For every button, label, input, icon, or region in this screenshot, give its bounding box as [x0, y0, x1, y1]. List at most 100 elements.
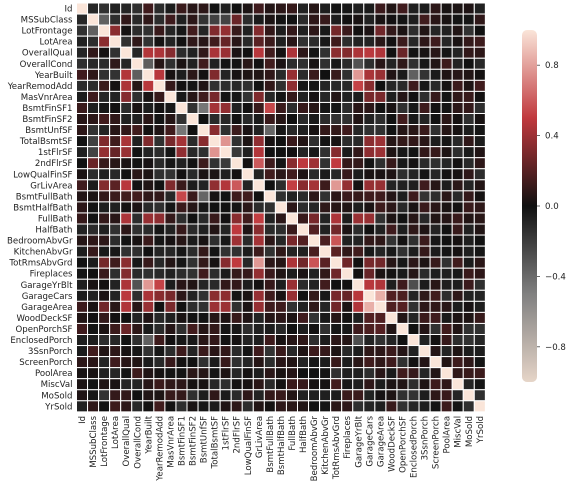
heatmap-cell: [407, 68, 420, 81]
heatmap-cell: [164, 79, 177, 92]
heatmap-cell: [429, 68, 442, 81]
heatmap-cell: [87, 223, 100, 236]
heatmap-cell: [363, 190, 376, 203]
heatmap-cell: [208, 322, 221, 336]
heatmap-cell: [363, 113, 376, 126]
heatmap-cell: [374, 146, 387, 159]
heatmap-cell: [374, 135, 387, 148]
heatmap-cell: [230, 389, 243, 402]
heatmap-cell: [285, 334, 299, 347]
heatmap-cell: [109, 367, 122, 380]
heatmap-cell: [219, 168, 232, 181]
heatmap-cell: [175, 256, 188, 269]
y-tick-label: TotRmsAbvGrd: [8, 259, 72, 269]
heatmap-cell: [208, 190, 221, 203]
heatmap-cell: [407, 300, 420, 313]
heatmap-cell: [308, 223, 321, 236]
heatmap-cell: [230, 256, 243, 269]
heatmap-cell: [285, 300, 299, 313]
heatmap-cell: [98, 345, 111, 358]
heatmap-cell: [462, 146, 475, 159]
heatmap-cell: [197, 289, 210, 302]
heatmap-cell: [197, 101, 210, 114]
heatmap-cell: [330, 168, 343, 181]
heatmap-cell: [363, 389, 376, 402]
heatmap-cell: [440, 389, 453, 402]
heatmap-cell: [131, 57, 144, 70]
heatmap-cell: [451, 79, 464, 92]
heatmap-cell: [418, 168, 431, 181]
heatmap-cell: [374, 24, 387, 37]
heatmap-cell: [341, 223, 354, 236]
heatmap-cell: [451, 179, 464, 192]
heatmap-cell: [429, 267, 442, 280]
heatmap-cell: [131, 256, 144, 269]
heatmap-cell: [230, 289, 243, 302]
heatmap-cell: [219, 367, 232, 380]
heatmap-cell: [308, 124, 321, 137]
heatmap-cell: [363, 157, 376, 170]
heatmap-cell: [319, 124, 332, 137]
heatmap-cell: [120, 90, 133, 103]
heatmap-cell: [230, 57, 243, 70]
heatmap-cell: [76, 135, 89, 148]
x-tick-label: YearRemodAdd: [155, 416, 165, 482]
heatmap-cell: [451, 90, 464, 103]
heatmap-cell: [352, 267, 365, 280]
heatmap-cell: [98, 245, 111, 258]
heatmap-cell: [208, 135, 221, 148]
heatmap-cell: [473, 113, 486, 126]
heatmap-cell: [263, 378, 276, 391]
heatmap-cell: [274, 190, 287, 203]
heatmap-cell: [219, 356, 232, 369]
heatmap-cell: [252, 46, 265, 59]
heatmap-cell: [407, 168, 420, 181]
heatmap-cell: [208, 289, 221, 302]
heatmap-cell: [98, 367, 111, 380]
heatmap-cell: [341, 79, 354, 92]
heatmap-cell: [330, 356, 343, 369]
heatmap-cell: [98, 201, 111, 214]
heatmap-cell: [352, 289, 365, 302]
x-tick-label: GarageYrBlt: [354, 415, 364, 468]
heatmap-cell: [473, 46, 486, 59]
y-tick-label: FullBath: [38, 215, 73, 225]
heatmap-cell: [341, 256, 354, 269]
heatmap-cell: [164, 278, 177, 291]
heatmap-cell: [274, 234, 287, 247]
heatmap-cell: [142, 146, 155, 159]
heatmap-cell: [473, 35, 486, 48]
heatmap-cell: [308, 79, 321, 92]
heatmap-cell: [120, 35, 133, 48]
heatmap-cell: [385, 168, 398, 181]
heatmap-cell: [175, 289, 188, 302]
heatmap-cell: [440, 212, 453, 225]
heatmap-cell: [297, 101, 310, 114]
heatmap-cell: [363, 267, 376, 280]
heatmap-cell: [120, 245, 133, 258]
heatmap-cell: [153, 367, 166, 380]
heatmap-cell: [363, 2, 376, 15]
heatmap-cell: [186, 311, 199, 324]
heatmap-cell: [197, 79, 210, 92]
heatmap-cell: [297, 68, 310, 81]
heatmap-cell: [363, 90, 376, 103]
heatmap-cell: [374, 168, 387, 181]
heatmap-cell: [462, 356, 475, 369]
heatmap-cell: [197, 356, 210, 369]
heatmap-cell: [440, 334, 453, 347]
heatmap-cell: [186, 389, 199, 402]
heatmap-cell: [407, 146, 420, 159]
heatmap-cell: [308, 367, 321, 380]
heatmap-cell: [230, 35, 243, 48]
heatmap-cell: [230, 135, 243, 148]
heatmap-cell: [263, 157, 276, 170]
heatmap-cell: [87, 101, 100, 114]
heatmap-cell: [363, 234, 376, 247]
heatmap-cell: [76, 389, 89, 402]
heatmap-cell: [308, 168, 321, 181]
heatmap-cell: [297, 300, 310, 313]
heatmap-cell: [241, 168, 254, 181]
heatmap-cell: [352, 367, 365, 380]
heatmap-cell: [352, 389, 365, 402]
